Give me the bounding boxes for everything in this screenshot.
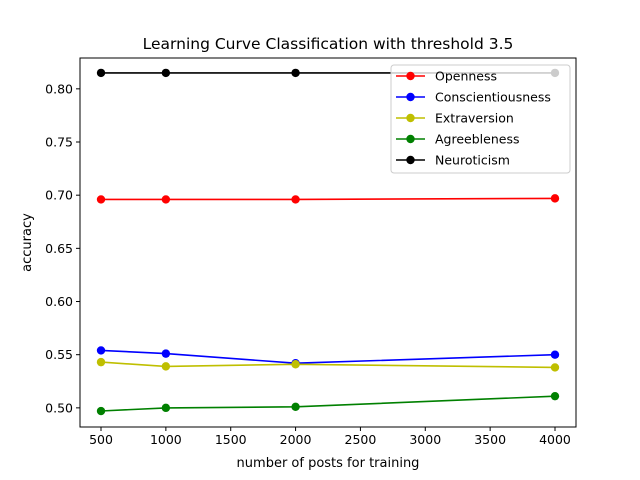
series-line — [100, 395, 556, 412]
legend-swatch-marker — [406, 113, 415, 123]
data-point — [550, 391, 560, 401]
data-point — [550, 363, 560, 372]
data-point — [161, 349, 171, 358]
data-point — [291, 68, 300, 78]
x-tick-label: 1000 — [150, 432, 182, 447]
legend-swatch-marker — [406, 71, 415, 81]
y-axis-label: accuracy — [20, 213, 35, 272]
y-tick-label: 0.75 — [45, 135, 73, 150]
data-point — [96, 346, 106, 355]
data-point — [291, 360, 300, 369]
legend-swatch-marker — [406, 134, 415, 144]
legend-label: Neuroticism — [435, 153, 510, 168]
data-point — [161, 403, 171, 413]
data-point — [161, 195, 171, 204]
x-axis-label: number of posts for training — [237, 456, 420, 471]
x-tick-label: 1500 — [215, 432, 247, 447]
x-tick-label: 4000 — [539, 432, 571, 447]
y-tick-label: 0.55 — [45, 347, 73, 362]
legend: Openness Conscientiousness Extraversion Agr… — [390, 64, 571, 174]
legend-label: Agreebleness — [435, 132, 519, 147]
data-point — [161, 68, 171, 78]
data-point — [96, 68, 106, 78]
y-axis: 0.50 0.55 0.60 0.65 0.70 0.75 0.80 — [45, 81, 80, 415]
legend-box — [390, 64, 571, 174]
data-point — [96, 357, 106, 367]
x-tick-label: 3000 — [409, 432, 441, 447]
series-line — [100, 349, 556, 365]
y-tick-label: 0.70 — [45, 188, 73, 203]
y-tick-label: 0.80 — [45, 81, 73, 96]
legend-label: Openness — [435, 69, 497, 84]
x-axis: 500 1000 1500 2000 2500 3000 3500 4000 — [89, 427, 571, 447]
x-tick-label: 3500 — [474, 432, 506, 447]
legend-label: Conscientiousness — [435, 90, 551, 105]
legend-swatch-marker — [406, 92, 415, 102]
chart-title: Learning Curve Classification with thres… — [143, 35, 514, 53]
series-line — [100, 361, 556, 369]
y-tick-label: 0.50 — [45, 400, 73, 415]
data-point — [291, 402, 300, 411]
series-line — [101, 197, 556, 201]
data-point — [96, 195, 106, 204]
y-tick-label: 0.60 — [45, 294, 73, 309]
data-point — [96, 406, 106, 416]
legend-label: Extraversion — [435, 111, 514, 126]
x-tick-label: 2000 — [280, 432, 312, 447]
y-tick-label: 0.65 — [45, 241, 73, 256]
x-tick-label: 500 — [89, 432, 113, 447]
data-point — [550, 194, 560, 203]
plot-area-frame — [79, 57, 577, 428]
data-point — [161, 362, 171, 371]
x-tick-label: 2500 — [345, 432, 377, 447]
data-point — [550, 350, 560, 359]
plot-lines — [96, 68, 560, 416]
legend-swatch-marker — [406, 155, 415, 165]
data-point — [291, 195, 300, 204]
legend-items: Openness Conscientiousness Extraversion Agr… — [396, 69, 551, 168]
